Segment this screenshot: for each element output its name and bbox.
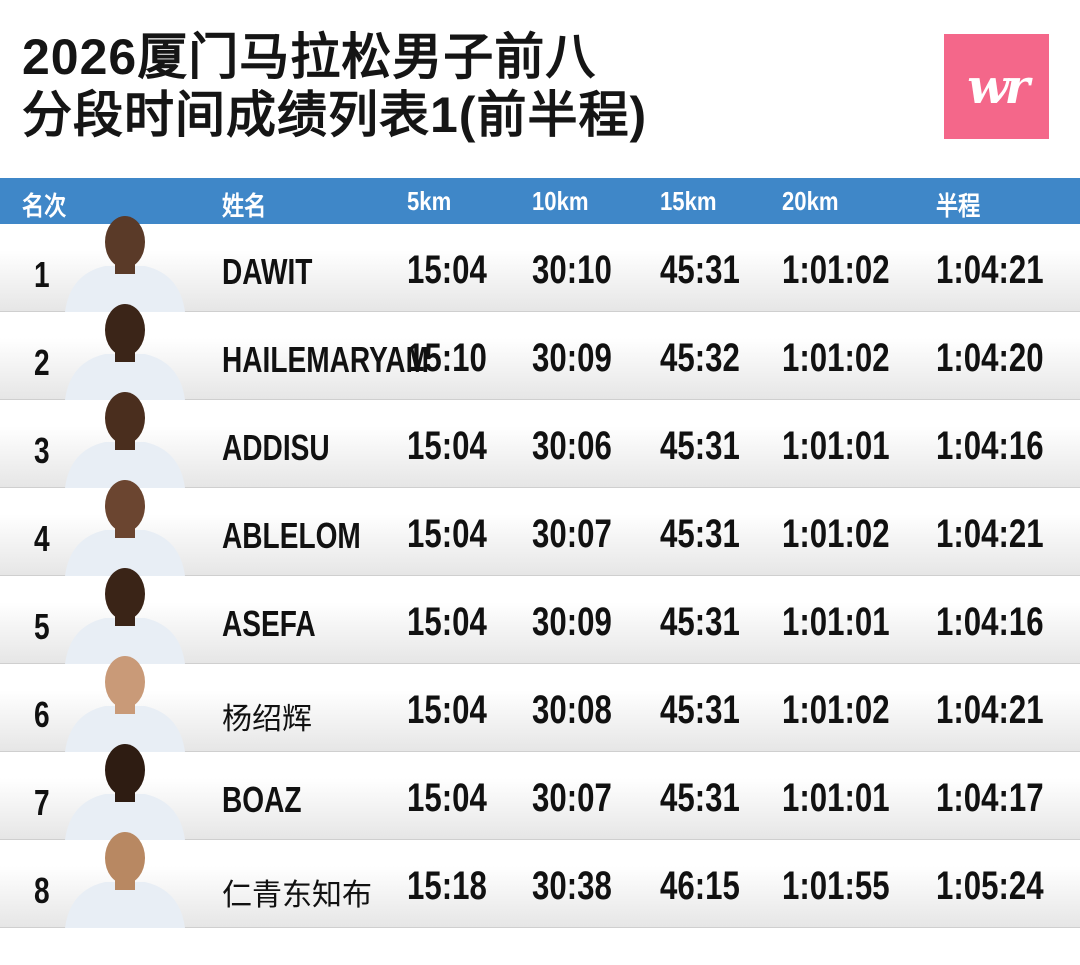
split-time: 1:04:21 xyxy=(936,688,1044,732)
runner-photo xyxy=(65,744,185,840)
table-header: 名次 姓名 5km 10km 15km 20km 半程 xyxy=(0,178,1080,224)
runner-photo xyxy=(65,304,185,400)
split-time: 15:10 xyxy=(407,336,487,380)
split-time: 45:31 xyxy=(660,776,740,820)
split-time: 30:07 xyxy=(532,776,612,820)
runner-name: 仁青东知布 xyxy=(222,879,372,912)
split-time: 15:18 xyxy=(407,864,487,908)
col-rank: 名次 xyxy=(22,191,67,221)
split-time: 1:01:02 xyxy=(782,688,890,732)
col-15km: 15km xyxy=(660,186,717,216)
split-time: 1:04:21 xyxy=(936,512,1044,556)
split-time: 45:32 xyxy=(660,336,740,380)
split-time: 1:04:17 xyxy=(936,776,1044,820)
runner-name: ABLELOM xyxy=(222,515,361,556)
split-time: 30:38 xyxy=(532,864,612,908)
split-time: 1:01:02 xyxy=(782,512,890,556)
split-time: 1:04:16 xyxy=(936,600,1044,644)
split-time: 1:01:02 xyxy=(782,336,890,380)
wr-logo: wr xyxy=(944,34,1049,139)
split-time: 30:07 xyxy=(532,512,612,556)
split-time: 1:01:01 xyxy=(782,776,890,820)
split-time: 15:04 xyxy=(407,688,487,732)
split-time: 1:01:01 xyxy=(782,424,890,468)
runner-name: DAWIT xyxy=(222,251,313,292)
split-time: 30:09 xyxy=(532,336,612,380)
split-time: 15:04 xyxy=(407,776,487,820)
split-time: 30:08 xyxy=(532,688,612,732)
split-time: 1:01:02 xyxy=(782,248,890,292)
split-time: 1:04:20 xyxy=(936,336,1044,380)
rank: 8 xyxy=(34,870,50,911)
logo-text: wr xyxy=(967,58,1030,115)
table-row: 6 杨绍辉 15:04 30:08 45:31 1:01:02 1:04:21 xyxy=(0,656,1080,752)
split-time: 45:31 xyxy=(660,248,740,292)
runner-photo xyxy=(65,832,185,928)
rank: 5 xyxy=(34,606,50,647)
split-time: 46:15 xyxy=(660,864,740,908)
split-time: 45:31 xyxy=(660,600,740,644)
split-time: 15:04 xyxy=(407,424,487,468)
table-row: 5 ASEFA 15:04 30:09 45:31 1:01:01 1:04:16 xyxy=(0,568,1080,664)
split-time: 30:10 xyxy=(532,248,612,292)
runner-name: BOAZ xyxy=(222,779,302,820)
runner-photo xyxy=(65,392,185,488)
table-row: 2 HAILEMARYAM 15:10 30:09 45:32 1:01:02 1:04:… xyxy=(0,304,1080,400)
runner-photo xyxy=(65,216,185,312)
table-row: 4 ABLELOM 15:04 30:07 45:31 1:01:02 1:04:21 xyxy=(0,480,1080,576)
split-time: 1:01:01 xyxy=(782,600,890,644)
runner-photo xyxy=(65,568,185,664)
table-row: 3 ADDISU 15:04 30:06 45:31 1:01:01 1:04:16 xyxy=(0,392,1080,488)
runner-name: ADDISU xyxy=(222,427,330,468)
rank: 4 xyxy=(34,518,50,559)
split-time: 1:01:55 xyxy=(782,864,890,908)
split-time: 15:04 xyxy=(407,512,487,556)
rank: 2 xyxy=(34,342,50,383)
table-row: 7 BOAZ 15:04 30:07 45:31 1:01:01 1:04:17 xyxy=(0,744,1080,840)
rank: 7 xyxy=(34,782,50,823)
col-name: 姓名 xyxy=(222,191,267,221)
col-5km: 5km xyxy=(407,186,452,216)
col-20km: 20km xyxy=(782,186,839,216)
col-half: 半程 xyxy=(936,191,981,221)
table-row: 8 仁青东知布 15:18 30:38 46:15 1:01:55 1:05:24 xyxy=(0,832,1080,928)
runner-name: 杨绍辉 xyxy=(222,703,312,736)
title-line-2: 分段时间成绩列表1(前半程) xyxy=(22,87,648,143)
split-time: 30:09 xyxy=(532,600,612,644)
split-time: 1:04:16 xyxy=(936,424,1044,468)
rank: 6 xyxy=(34,694,50,735)
rank: 3 xyxy=(34,430,50,471)
rank: 1 xyxy=(34,254,50,295)
runner-name: HAILEMARYAM xyxy=(222,339,429,380)
split-time: 30:06 xyxy=(532,424,612,468)
split-time: 45:31 xyxy=(660,512,740,556)
page-title: 2026厦门马拉松男子前八 分段时间成绩列表1(前半程) xyxy=(22,28,647,144)
table-row: 1 DAWIT 15:04 30:10 45:31 1:01:02 1:04:21 xyxy=(0,216,1080,312)
runner-photo xyxy=(65,656,185,752)
split-time: 45:31 xyxy=(660,688,740,732)
split-time: 15:04 xyxy=(407,248,487,292)
col-10km: 10km xyxy=(532,186,589,216)
title-line-1: 2026厦门马拉松男子前八 xyxy=(22,29,597,85)
split-time: 1:05:24 xyxy=(936,864,1044,908)
split-time: 1:04:21 xyxy=(936,248,1044,292)
split-time: 45:31 xyxy=(660,424,740,468)
runner-photo xyxy=(65,480,185,576)
runner-name: ASEFA xyxy=(222,603,316,644)
split-time: 15:04 xyxy=(407,600,487,644)
